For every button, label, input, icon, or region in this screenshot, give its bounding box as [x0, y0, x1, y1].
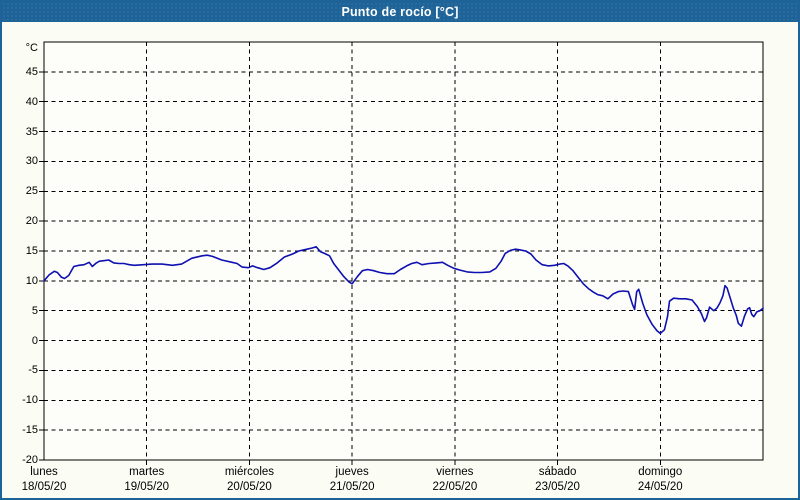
x-axis-day-name: martes — [129, 466, 165, 478]
y-axis-label: 0 — [31, 334, 38, 347]
x-axis-day-name: sábado — [538, 466, 577, 478]
y-axis-label: 5 — [31, 304, 38, 317]
x-axis-day-name: viernes — [436, 466, 474, 478]
y-axis-label: 45 — [25, 65, 38, 78]
x-axis-date: 23/05/20 — [535, 481, 580, 493]
chart-title: Punto de rocío [°C] — [341, 5, 459, 19]
x-axis-date: 18/05/20 — [21, 481, 67, 493]
y-axis-label: 40 — [25, 95, 38, 108]
x-axis-day-name: miércoles — [224, 466, 275, 478]
x-axis-date: 21/05/20 — [329, 481, 375, 493]
x-axis-label: sábado 23/05/20 — [506, 465, 609, 495]
x-axis-label: lunes 18/05/20 — [2, 465, 96, 495]
x-axis-label: domingo 24/05/20 — [609, 465, 712, 495]
y-axis-label: 30 — [25, 155, 38, 168]
y-axis-label: 15 — [25, 245, 38, 257]
x-axis-date: 19/05/20 — [124, 481, 170, 493]
title-bar: Punto de rocío [°C] — [2, 2, 798, 22]
x-axis-date: 24/05/20 — [637, 481, 683, 493]
x-axis-label: viernes 22/05/20 — [403, 465, 506, 495]
y-axis-label: -20 — [22, 454, 38, 466]
x-axis-day-name: jueves — [335, 466, 369, 478]
y-axis-unit-label: °C — [25, 42, 38, 54]
y-axis-label: -10 — [22, 394, 38, 407]
x-axis-label: jueves 21/05/20 — [301, 465, 404, 495]
y-axis-label: 20 — [25, 215, 38, 228]
y-axis-label: -15 — [22, 424, 38, 437]
y-axis-label: 10 — [25, 274, 38, 287]
x-axis-label: martes 19/05/20 — [95, 465, 198, 495]
y-axis-label: 25 — [25, 185, 38, 198]
y-axis-label: 35 — [25, 125, 38, 138]
x-axis-day-name: domingo — [638, 466, 683, 478]
x-axis-label: miércoles 20/05/20 — [198, 465, 301, 495]
x-axis-date: 22/05/20 — [432, 481, 478, 493]
dewpoint-line — [43, 246, 764, 335]
x-axis-day-name: lunes — [30, 466, 58, 478]
x-axis-date: 20/05/20 — [227, 481, 272, 493]
y-axis-label: -5 — [28, 364, 38, 377]
